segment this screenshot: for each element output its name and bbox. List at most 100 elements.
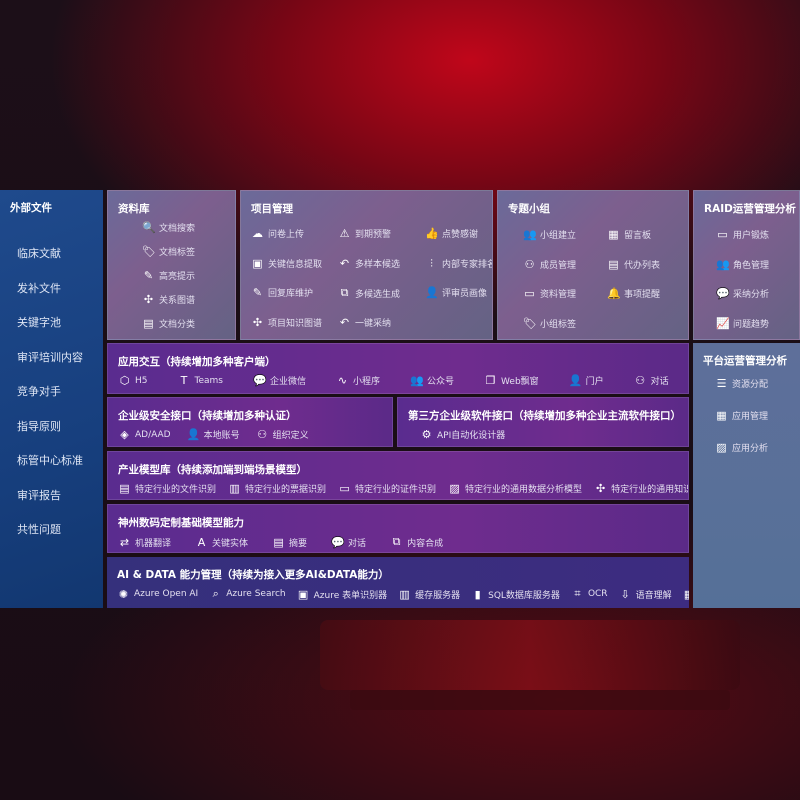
tag-icon: 🏷 [523,316,537,330]
feature-item[interactable]: ✣ 特定行业的通用知识图谱模型 [594,482,688,495]
html5-icon: ⬡ [119,374,130,387]
reply-icon: ↶ [339,256,350,270]
feature-item[interactable]: 💬 对话 [331,536,366,549]
feature-label: 用户锻炼 [733,231,770,241]
sidebar-item[interactable]: 关键字池 [17,316,61,329]
feature-item[interactable]: ▤ 特定行业的文件识别 [118,482,216,495]
feature-item[interactable]: 👍 点赞感谢 [425,227,478,240]
group-panel: 专题小组 👥 小组建立 ▦ 留言板 ⚇ 成员管理 ▤ 代办列表 ▭ 资料管理 🔔 事项提醒 🏷 小组标签 [497,190,689,340]
feature-item[interactable]: ◈ AD/AAD [118,428,170,441]
feature-item[interactable]: ⫶ 内部专家排名 [425,257,492,271]
feature-item[interactable]: T Teams [178,374,223,387]
sidebar-item[interactable]: 审评报告 [17,488,61,502]
feature-item[interactable]: ▦TTS [683,588,689,601]
feature-item[interactable]: 👥 小组建立 [523,228,576,241]
feature-label: 留言板 [624,231,652,241]
feature-item[interactable]: ↶ 一键采纳 [338,316,391,329]
panel-title: 项目管理 [251,203,293,215]
feature-item[interactable]: ▭ 特定行业的证件识别 [338,482,436,495]
panel-title: AI & DATA 能力管理（持续为接入更多AI&DATA能力） [117,569,389,581]
feature-item[interactable]: ⌕ Azure Search [209,587,286,601]
feature-item[interactable]: ▭ 用户锻炼 [716,228,769,241]
feature-item[interactable]: ⧉ 内容合成 [390,535,443,549]
feature-item[interactable]: ⬡ H5 [118,374,148,387]
clipboard-icon: ▤ [608,257,619,271]
entity-icon: A [197,535,206,549]
feature-item[interactable]: ✣ 项目知识图谱 [251,316,322,329]
feature-item[interactable]: ⚠ 到期预警 [338,227,391,240]
feature-item[interactable]: ⚇ 组织定义 [256,428,308,441]
mini-program-icon: ∿ [337,374,348,387]
feature-item[interactable]: ⚙ API自动化设计器 [420,428,506,441]
feature-item[interactable]: 🏷 小组标签 [523,317,576,330]
feature-item[interactable]: A 关键实体 [195,536,248,549]
feature-item[interactable]: 💬 采纳分析 [716,287,769,300]
feature-item[interactable]: ⇄ 机器翻译 [118,536,171,549]
feature-item[interactable]: 🏷 文档标签 [142,245,195,258]
feature-label: 关键实体 [212,538,249,549]
feature-item[interactable]: ✣ 关系图谱 [142,293,195,306]
feature-item[interactable]: ▤ 代办列表 [607,258,660,271]
feature-item[interactable]: 👥 公众号 [410,374,454,387]
cloud-upload-icon: ☁ [252,227,263,240]
feature-item[interactable]: ✺ Azure Open AI [117,588,198,601]
feature-item[interactable]: ▭ 资料管理 [523,287,576,300]
feature-label: SQL数据库服务器 [488,590,560,601]
feature-label: 企业微信 [269,377,306,387]
feature-item[interactable]: 📈 问题趋势 [716,317,769,330]
puzzle-icon: ⧉ [392,535,401,548]
feature-item[interactable]: ▥ 特定行业的票据识别 [228,482,326,495]
ai-data-panel: AI & DATA 能力管理（持续为接入更多AI&DATA能力） ✺ Azure … [107,557,689,608]
feature-item[interactable]: ▣ 关键信息提取 [251,257,322,270]
feature-label: Azure Open AI [134,589,199,599]
highlight-pen-icon: ✎ [143,269,154,282]
feature-label: API自动化设计器 [437,431,506,441]
feature-item[interactable]: ✎ 高亮提示 [142,269,195,282]
feature-item[interactable]: 💬 企业微信 [253,374,306,387]
feature-item[interactable]: ▤ 摘要 [272,536,307,549]
panel-title: RAID运营管理分析 [704,203,796,215]
feature-item[interactable]: ▨ 应用分析 [715,441,768,454]
feature-item[interactable]: ↶ 多样本候选 [338,257,400,270]
sidebar-item[interactable]: 竞争对手 [17,385,61,398]
feature-item[interactable]: ⚇ 对话 [634,374,668,387]
feature-item[interactable]: ▦ 应用管理 [715,409,768,422]
sidebar-item[interactable]: 审评培训内容 [17,350,83,364]
sidebar-item[interactable]: 标管中心标准 [17,454,83,467]
feature-label: 公众号 [427,377,455,387]
feature-item[interactable]: ❐ Web飘窗 [484,374,539,387]
sidebar-item[interactable]: 共性问题 [17,523,61,536]
id-card-icon: ▭ [339,482,350,495]
feature-item[interactable]: ✎ 回复库维护 [251,286,313,299]
feature-item[interactable]: ▨ 特定行业的通用数据分析模型 [448,482,582,495]
feature-item[interactable]: ▮ SQL数据库服务器 [471,588,560,601]
feature-item[interactable]: ⌗ OCR [571,587,607,601]
thirdparty-panel: 第三方企业级软件接口（持续增加多种企业主流软件接口） ⚙ API自动化设计器 [397,397,689,447]
feature-label: H5 [135,375,148,386]
feature-item[interactable]: 👤 评审员画像 [425,286,487,299]
feature-label: Azure Search [226,589,286,599]
external-files-panel: 外部文件 临床文献 发补文件 关键字池 审评培训内容 竞争对手 指导原则 标管中心标准 审评报… [0,190,103,608]
feature-item[interactable]: ▤ 文档分类 [142,317,195,330]
feature-item[interactable]: ⚇ 成员管理 [523,258,576,271]
feature-item[interactable]: 🔔 事项提醒 [607,287,660,300]
bell-icon: 🔔 [607,287,621,300]
feature-item[interactable]: 🔍 文档搜索 [142,221,195,234]
feature-item[interactable]: ▣ Azure 表单识别器 [297,588,387,601]
feature-item[interactable]: ▦ 留言板 [607,228,651,241]
feature-item[interactable]: ∿ 小程序 [336,374,380,387]
feature-item[interactable]: ☰ 资源分配 [715,377,768,390]
sidebar-item[interactable]: 临床文献 [17,247,61,260]
feature-item[interactable]: ⇩ 语音理解 [619,588,671,601]
feature-item[interactable]: ☁ 问卷上传 [251,227,304,240]
sidebar-item[interactable]: 发补文件 [17,281,61,295]
feature-item[interactable]: 👥 角色管理 [716,258,769,271]
feature-item[interactable]: ⧉ 多候选生成 [338,286,400,300]
feature-item[interactable]: ▥ 缓存服务器 [398,588,460,601]
feature-item[interactable]: 👤 门户 [569,374,604,387]
feature-item[interactable]: 👤 本地账号 [187,428,240,441]
sidebar-item[interactable]: 指导原则 [17,419,61,433]
chat-users-icon: ⚇ [635,374,646,387]
feature-label: 到期预警 [355,230,392,240]
security-panel: 企业级安全接口（持续增加多种认证） ◈ AD/AAD 👤 本地账号 ⚇ 组织定义 [107,397,393,447]
